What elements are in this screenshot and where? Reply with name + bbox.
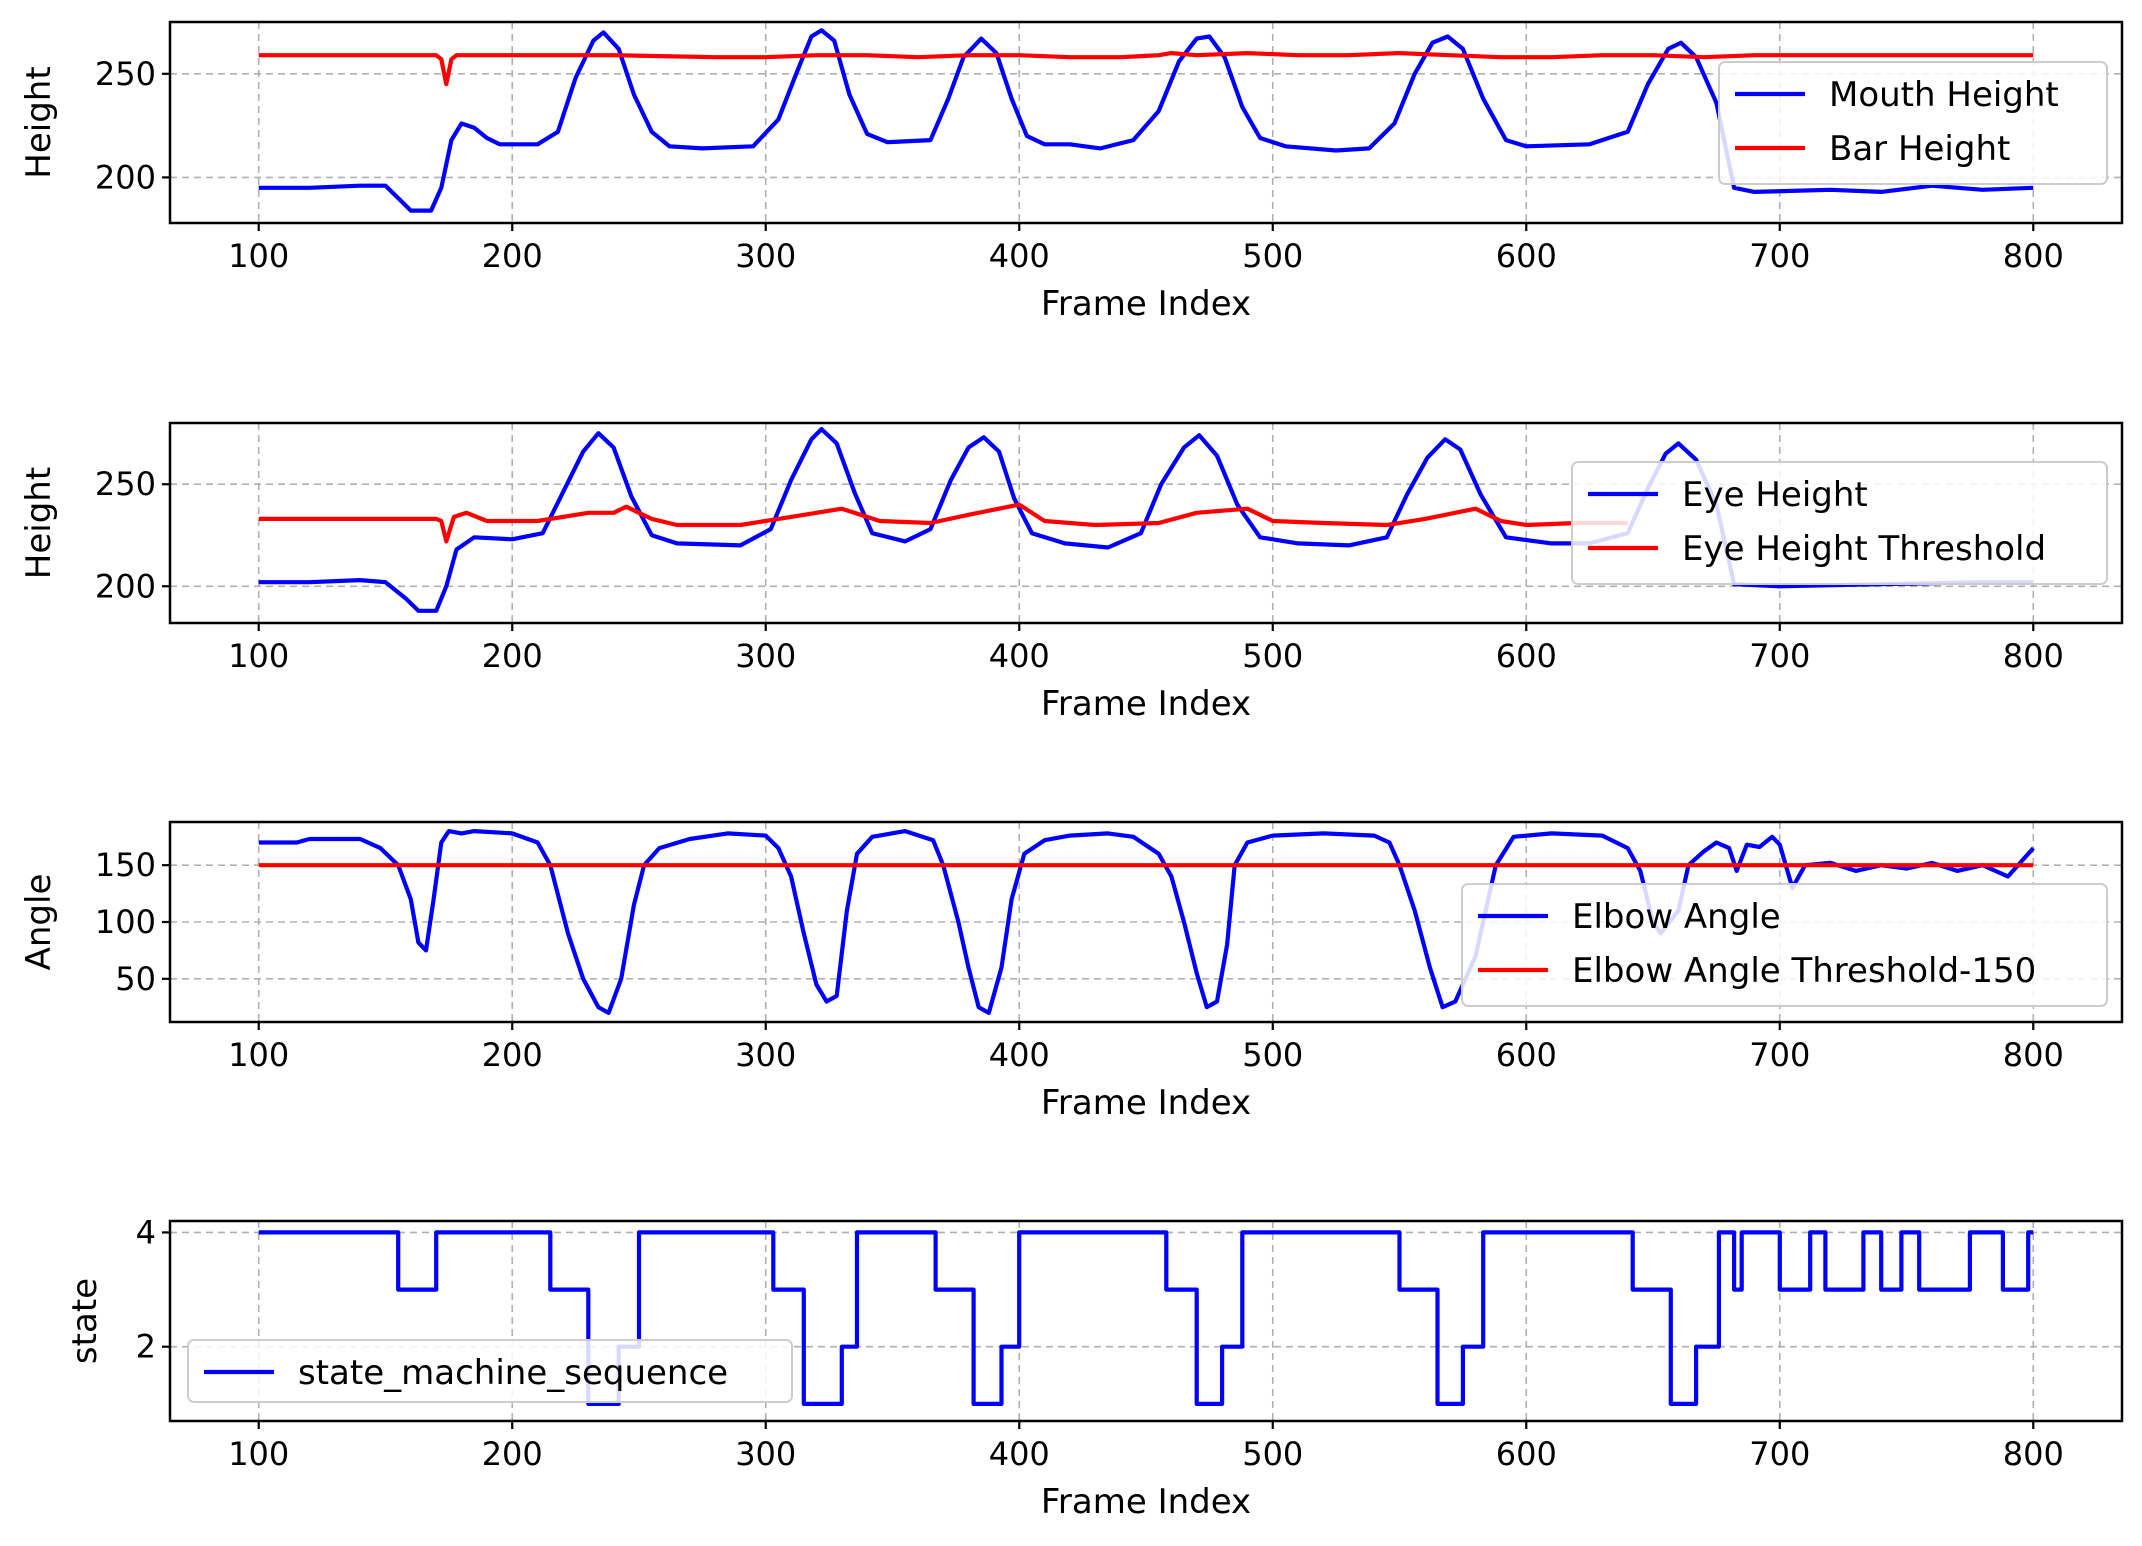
axes-frame [168, 20, 2124, 225]
x-tick-label: 600 [1496, 637, 1557, 675]
legend-label: state_machine_sequence [298, 1353, 728, 1393]
x-tick-label: 700 [1749, 237, 1810, 275]
x-tick-label: 300 [735, 237, 796, 275]
x-axis-label: Frame Index [1041, 1482, 1251, 1522]
series-line-state-machine-sequence [258, 1230, 2034, 1406]
series-line-bar-height [258, 51, 2034, 87]
legend-box [1461, 883, 2108, 1007]
x-tick-label: 500 [1242, 637, 1303, 675]
y-axis-label: Angle [19, 874, 59, 971]
y-axis-label: Height [19, 467, 59, 579]
y-tick-label: 200 [95, 567, 156, 605]
x-tick-label: 600 [1496, 237, 1557, 275]
chart-panel-3: 100 200 300 400 500 600 700 800 50 100 150 Frame In… [19, 820, 2124, 1123]
legend-box [1571, 461, 2108, 585]
chart-panel-1: 100 200 300 400 500 600 700 800 200 250 Frame Inde… [19, 20, 2124, 324]
x-tick-label: 400 [989, 637, 1050, 675]
x-axis-label: Frame Index [1041, 1083, 1251, 1123]
legend-box [1718, 61, 2108, 185]
x-tick-label: 300 [735, 1036, 796, 1074]
x-axis-label: Frame Index [1041, 684, 1251, 724]
x-tick-label: 100 [228, 637, 289, 675]
legend: Elbow Angle Elbow Angle Threshold-150 [1461, 883, 2108, 1007]
series-line-elbow-angle [258, 829, 2035, 1015]
x-tick-label: 600 [1496, 1036, 1557, 1074]
legend: Eye Height Eye Height Threshold [1571, 461, 2108, 585]
y-tick-label: 50 [115, 960, 156, 998]
x-tick-label: 200 [482, 237, 543, 275]
y-tick-label: 250 [95, 465, 156, 503]
y-tick-label: 100 [95, 903, 156, 941]
x-tick-label: 400 [989, 237, 1050, 275]
legend-label: Eye Height Threshold [1682, 529, 2046, 569]
series-line-mouth-height [258, 28, 2034, 213]
x-tick-label: 600 [1496, 1435, 1557, 1473]
x-tick-label: 100 [228, 1036, 289, 1074]
x-tick-label: 100 [228, 237, 289, 275]
x-tick-label: 400 [989, 1036, 1050, 1074]
x-tick-label: 300 [735, 637, 796, 675]
axes-frame [168, 421, 2124, 625]
chart-panel-2: 100 200 300 400 500 600 700 800 200 250 Frame Inde… [19, 421, 2124, 724]
x-tick-label: 800 [2003, 1036, 2064, 1074]
legend-box [187, 1339, 793, 1403]
x-tick-label: 700 [1749, 1036, 1810, 1074]
y-tick-label: 250 [95, 55, 156, 93]
x-tick-label: 400 [989, 1435, 1050, 1473]
x-tick-label: 500 [1242, 1435, 1303, 1473]
x-tick-label: 800 [2003, 1435, 2064, 1473]
x-tick-label: 300 [735, 1435, 796, 1473]
y-tick-label: 4 [136, 1213, 156, 1251]
legend-label: Eye Height [1682, 475, 1868, 515]
legend-label: Bar Height [1829, 129, 2010, 169]
x-tick-label: 700 [1749, 637, 1810, 675]
legend-label: Elbow Angle Threshold-150 [1572, 951, 2036, 991]
legend-label: Elbow Angle [1572, 897, 1781, 937]
y-tick-label: 150 [95, 846, 156, 884]
x-tick-label: 200 [482, 1036, 543, 1074]
legend: Mouth Height Bar Height [1718, 61, 2108, 185]
x-tick-label: 800 [2003, 237, 2064, 275]
series-line-eye-height-threshold [258, 502, 1628, 544]
x-tick-label: 100 [228, 1435, 289, 1473]
y-tick-label: 2 [136, 1328, 156, 1366]
y-axis-label: state [65, 1278, 105, 1364]
legend-label: Mouth Height [1829, 75, 2059, 115]
y-axis-label: Height [19, 66, 59, 178]
x-tick-label: 200 [482, 1435, 543, 1473]
x-tick-label: 700 [1749, 1435, 1810, 1473]
axes-frame [168, 1219, 2124, 1423]
x-tick-label: 200 [482, 637, 543, 675]
x-tick-label: 500 [1242, 1036, 1303, 1074]
y-tick-label: 200 [95, 158, 156, 196]
x-axis-label: Frame Index [1041, 284, 1251, 324]
chart-panel-4: 100 200 300 400 500 600 700 800 2 4 Frame Index sta… [65, 1213, 2124, 1522]
x-tick-label: 500 [1242, 237, 1303, 275]
x-tick-label: 800 [2003, 637, 2064, 675]
legend: state_machine_sequence [187, 1339, 793, 1403]
